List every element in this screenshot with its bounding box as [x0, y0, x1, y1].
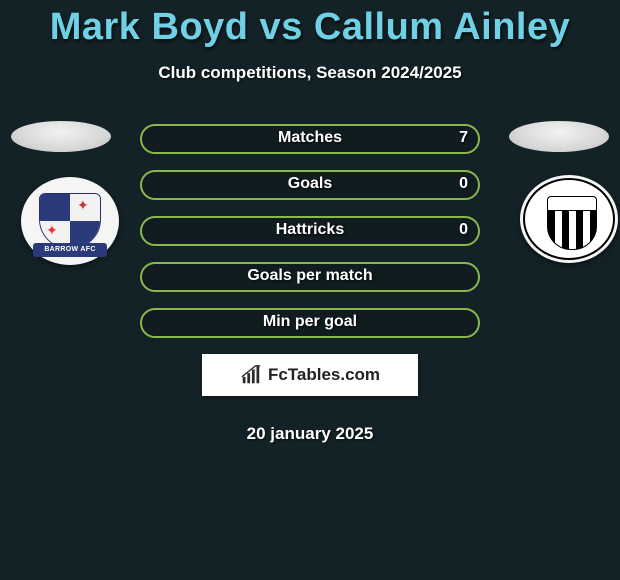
stat-row-goals-per-match: Goals per match — [140, 262, 480, 292]
club-left-label: BARROW AFC — [33, 243, 107, 257]
club-crest-right — [520, 175, 618, 263]
stat-label: Goals — [142, 175, 478, 193]
stat-right-value: 0 — [459, 175, 468, 193]
fctables-text: FcTables.com — [268, 365, 380, 385]
snapshot-date: 20 january 2025 — [0, 424, 620, 444]
stat-label: Goals per match — [142, 267, 478, 285]
page-title: Mark Boyd vs Callum Ainley — [0, 0, 620, 49]
stat-row-matches: Matches 7 — [140, 124, 480, 154]
subtitle: Club competitions, Season 2024/2025 — [0, 63, 620, 83]
stat-row-hattricks: Hattricks 0 — [140, 216, 480, 246]
player-right-headshot — [509, 121, 609, 152]
stat-right-value: 7 — [459, 129, 468, 147]
stat-right-value: 0 — [459, 221, 468, 239]
club-crest-left: ✦ ✦ BARROW AFC — [21, 177, 119, 265]
player-left-headshot — [11, 121, 111, 152]
stat-label: Matches — [142, 129, 478, 147]
stat-bars: Matches 7 Goals 0 Hattricks 0 Goals per … — [140, 124, 480, 354]
fctables-badge: FcTables.com — [202, 354, 418, 396]
stat-row-min-per-goal: Min per goal — [140, 308, 480, 338]
stat-label: Min per goal — [142, 313, 478, 331]
stat-label: Hattricks — [142, 221, 478, 239]
stat-row-goals: Goals 0 — [140, 170, 480, 200]
bar-chart-icon — [240, 364, 262, 386]
comparison-infographic: Mark Boyd vs Callum Ainley Club competit… — [0, 0, 620, 83]
